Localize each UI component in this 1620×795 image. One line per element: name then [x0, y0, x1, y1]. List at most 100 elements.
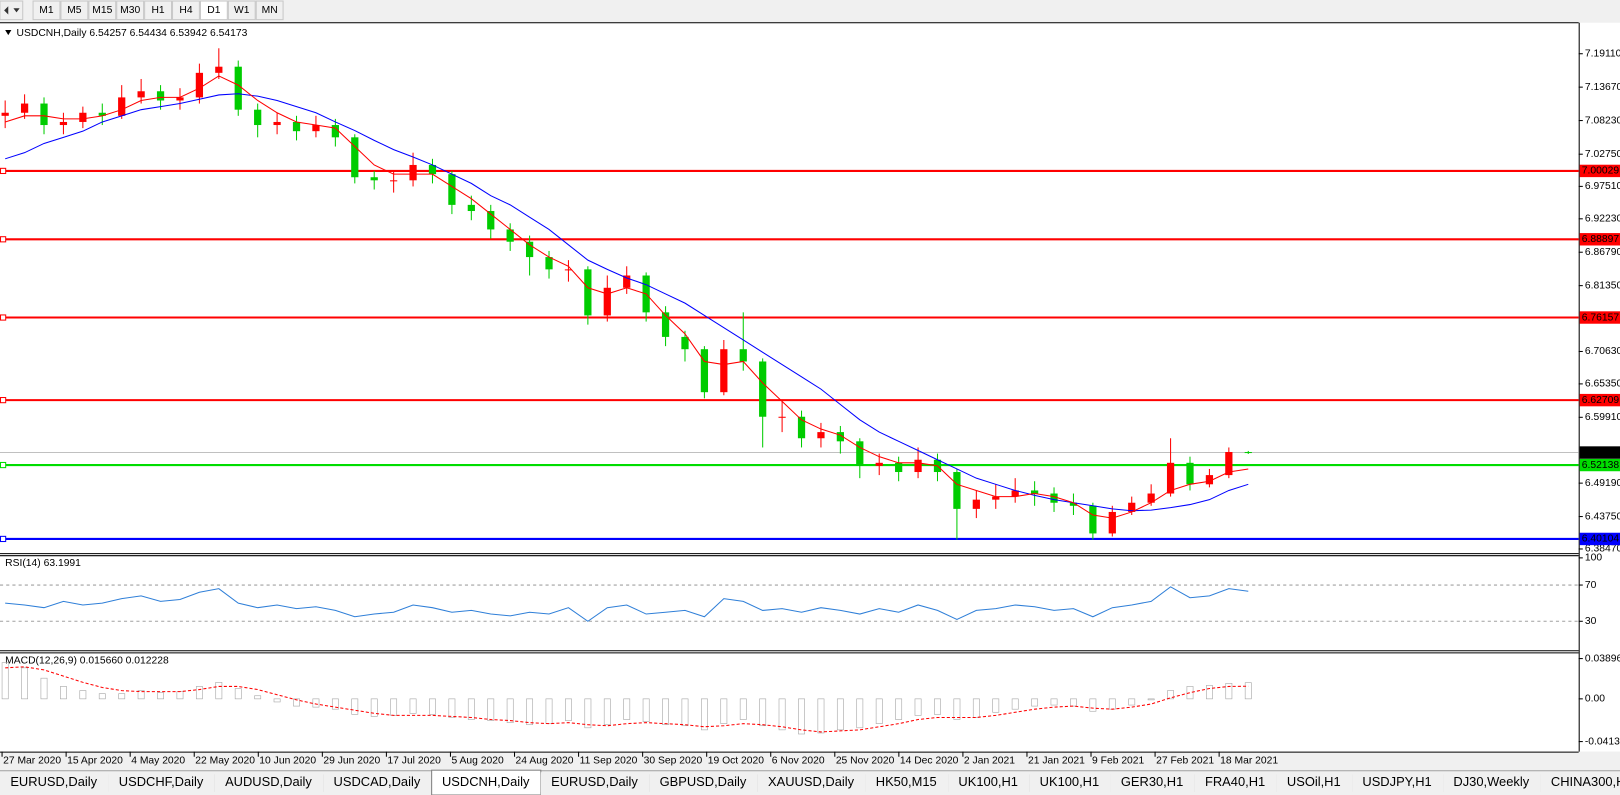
candle-body	[254, 109, 262, 126]
candle-body	[40, 103, 48, 126]
timeframe-button[interactable]	[60, 0, 89, 21]
tab[interactable]: GER30,H1	[1110, 772, 1196, 795]
candle-body	[1147, 493, 1155, 503]
timeframe-label: MN	[262, 5, 278, 16]
y-tick-label: 6.43750	[1585, 511, 1620, 522]
tab[interactable]: EURUSD,Daily	[0, 772, 110, 795]
timeframe-button[interactable]	[255, 0, 284, 21]
timeframe-button[interactable]	[32, 0, 61, 21]
tab[interactable]: GBPUSD,Daily	[649, 772, 759, 795]
macd-bar	[972, 698, 980, 718]
tab[interactable]: HK50,M15	[865, 772, 950, 795]
macd-bar	[701, 698, 708, 731]
tab-label: USDJPY,H1	[1362, 774, 1431, 789]
tab[interactable]: USOil,H1	[1276, 772, 1354, 795]
candle-body	[370, 177, 378, 181]
macd-bar	[565, 698, 572, 721]
tab[interactable]: DJ30,Weekly	[1443, 772, 1542, 795]
y-tick-label: 0.038962	[1585, 653, 1620, 664]
y-tick-label: 7.08230	[1585, 115, 1620, 126]
timeframe-button[interactable]	[116, 0, 145, 21]
tab-background	[757, 772, 866, 795]
macd-bar	[79, 690, 87, 700]
y-tick-label: 6.59910	[1585, 412, 1620, 423]
candle-body	[351, 137, 359, 178]
macd-bar	[118, 693, 126, 700]
macd-bar	[487, 698, 495, 721]
candle-body	[953, 472, 961, 509]
tab-background	[1110, 772, 1195, 795]
rsi-line	[5, 586, 1249, 622]
x-tick-label: 25 Nov 2020	[836, 756, 895, 767]
tab[interactable]: USDJPY,H1	[1352, 772, 1445, 795]
x-tick-label: 14 Dec 2020	[900, 756, 959, 767]
tab[interactable]: AUDUSD,Daily	[214, 772, 325, 795]
tab-label: EURUSD,Daily	[10, 774, 97, 789]
timeframe-label: M15	[92, 5, 112, 16]
level-handle	[0, 461, 7, 469]
level-tag-label: 7.00029	[1582, 166, 1620, 177]
tab[interactable]: EURUSD,Daily	[540, 772, 651, 795]
x-tick-label: 22 May 2020	[195, 756, 255, 767]
timeframe-label: D1	[207, 5, 220, 16]
tab[interactable]: XAUUSD,Daily	[757, 772, 867, 795]
timeframe-label: M5	[67, 5, 82, 16]
macd-bar	[662, 698, 669, 726]
macd-bar	[273, 698, 281, 703]
tab[interactable]: USDCHF,Daily	[108, 772, 216, 795]
candle-body	[1108, 511, 1116, 534]
macd-bar	[895, 698, 903, 720]
tab-label: FRA40,H1	[1205, 774, 1265, 789]
chart-area	[0, 22, 1620, 752]
macd-bar	[60, 686, 67, 700]
macd-bar	[1031, 698, 1039, 707]
macd-bar	[1225, 683, 1233, 700]
candle-body	[603, 287, 611, 316]
timeframe-button[interactable]	[227, 0, 256, 21]
candle-body	[1089, 505, 1097, 534]
timeframe-button[interactable]	[199, 0, 228, 21]
cursor-button[interactable]	[0, 0, 24, 21]
candle-body	[506, 229, 514, 242]
tab[interactable]: CHINA300,H1	[1540, 772, 1620, 795]
candle-body	[1244, 452, 1252, 454]
y-tick-label: 6.92230	[1585, 214, 1620, 225]
candle-body	[234, 66, 242, 110]
y-tick-label: 30	[1585, 616, 1597, 627]
macd-bar	[215, 682, 223, 700]
y-tick-label: 70	[1585, 580, 1597, 591]
macd-bar	[409, 698, 417, 714]
timeframe-button[interactable]	[172, 0, 200, 21]
candle-body	[545, 257, 553, 270]
macd-bar	[157, 692, 164, 700]
current-price-tag	[1579, 446, 1620, 459]
tab[interactable]: USDCNH,Daily	[431, 769, 542, 795]
candle-body	[448, 174, 456, 205]
macd-bar	[642, 698, 650, 722]
tab-background	[214, 772, 324, 795]
tab-background	[540, 772, 650, 795]
tab[interactable]: FRA40,H1	[1194, 772, 1278, 795]
candle-body	[390, 180, 398, 182]
tab-background	[0, 772, 109, 795]
timeframe-button[interactable]	[88, 0, 117, 21]
tab[interactable]: UK100,H1	[1029, 772, 1112, 795]
macd-bar	[234, 688, 242, 700]
candle-body	[739, 349, 747, 362]
candle-body	[176, 97, 184, 101]
tab[interactable]: UK100,H1	[948, 772, 1031, 795]
candle-body	[856, 441, 864, 466]
y-tick-label: 7.19110	[1585, 48, 1620, 59]
timeframe-button[interactable]	[144, 0, 173, 21]
macd-bar	[1186, 686, 1194, 700]
tab[interactable]: USDCAD,Daily	[323, 772, 433, 795]
x-tick-label: 18 Mar 2021	[1220, 756, 1278, 767]
candle-body	[797, 416, 806, 439]
level-tag	[1579, 311, 1620, 324]
candle-body	[972, 499, 980, 509]
candle-body	[98, 112, 106, 116]
tab-background	[1443, 772, 1541, 795]
timeframe-label: H4	[179, 5, 192, 16]
candle-body	[623, 275, 631, 288]
tab-label: USDCAD,Daily	[334, 774, 421, 789]
